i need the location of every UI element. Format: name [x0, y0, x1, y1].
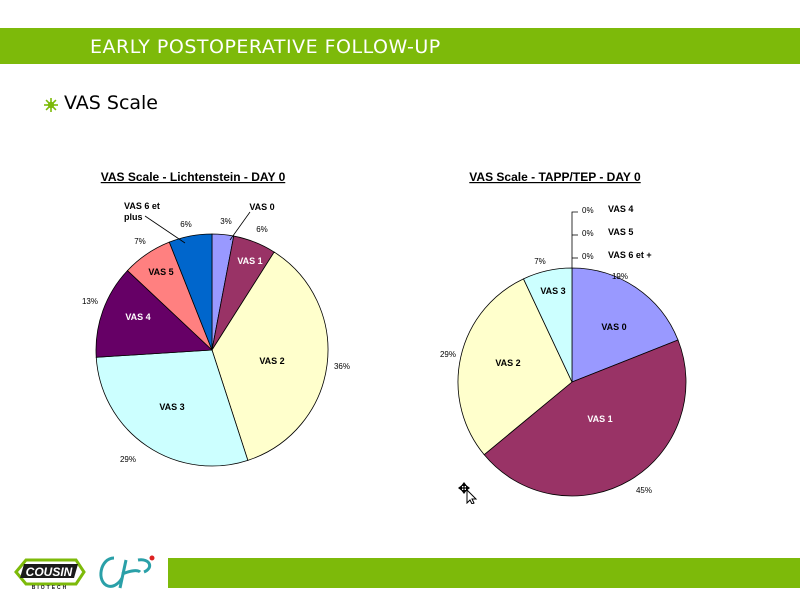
- pie2-slice-vas-2: [457, 278, 573, 456]
- pie1-pct-vas-0: 3%: [220, 217, 232, 226]
- pie1-pct-vas-4: 13%: [82, 297, 98, 306]
- pie2-pct-vas-3: 7%: [534, 257, 546, 266]
- pie1-pct-vas-2: 36%: [334, 362, 350, 371]
- pie1-slice-vas-6-et-plus: [168, 233, 213, 351]
- pie2-slice-vas-1: [483, 339, 687, 497]
- pie1-slice-vas-4: [95, 270, 213, 358]
- pie1-pct-vas-5: 7%: [134, 237, 146, 246]
- pie1-label-vas-4: VAS 4: [125, 312, 150, 322]
- svg-text:BIOTECH: BIOTECH: [32, 585, 69, 590]
- pie1-label-vas-2: VAS 2: [259, 356, 284, 366]
- chart1-pie: VAS 0 3% VAS 1 6% VAS 2 36% VAS 3 29% VAS 4 13% VA…: [82, 201, 350, 467]
- pie1-label-vas-1: VAS 1: [237, 256, 262, 266]
- pie2-pct-vas-5: 0%: [582, 229, 594, 238]
- pie1-slice-vas-2: [211, 251, 329, 461]
- pie2-pct-vas-1: 45%: [636, 486, 652, 495]
- chart2-title: VAS Scale - TAPP/TEP - DAY 0: [469, 170, 641, 184]
- pie1-pct-vas-3: 29%: [120, 455, 136, 464]
- star-bullet-icon: [44, 98, 58, 112]
- pie1-leader-vas-6-et-plus: [144, 215, 186, 244]
- pie2-label-vas-5: VAS 5: [608, 227, 633, 237]
- pie2-pct-vas-4: 0%: [582, 206, 594, 215]
- pie1-pct-vas-1: 6%: [256, 225, 268, 234]
- pie2-pct-vas-6-et: 0%: [582, 252, 594, 261]
- pie2-pct-vas-2: 29%: [440, 350, 456, 359]
- pie1-leader-vas-0: [229, 211, 251, 241]
- pie2-label-vas-6-et: VAS 6 et +: [608, 250, 652, 260]
- pie1-pct-vas-6-et-plus: 6%: [180, 220, 192, 229]
- pie1-slice-vas-3: [95, 349, 249, 467]
- pie2-leader-vas-4: [571, 211, 578, 268]
- page-title: EARLY POSTOPERATIVE FOLLOW-UP: [90, 36, 441, 58]
- pie2-pct-vas-0: 19%: [612, 272, 628, 281]
- pie2-label-vas-2: VAS 2: [495, 358, 520, 368]
- move-cursor-icon: [458, 482, 478, 504]
- svg-text:COUSIN: COUSIN: [26, 565, 73, 579]
- pie1-label-vas-3: VAS 3: [159, 402, 184, 412]
- pie2-slice-vas-0: [571, 267, 679, 383]
- pie2-label-vas-3: VAS 3: [540, 286, 565, 296]
- partner-logo: [99, 555, 155, 589]
- pie1-label-vas-6-et-plus: VAS 6 et plus: [124, 201, 160, 222]
- bullet-vas-scale: VAS Scale: [64, 92, 158, 114]
- cousin-biotech-logo: COUSIN BIOTECH: [14, 558, 86, 590]
- pie2-label-vas-4: VAS 4: [608, 204, 633, 214]
- pie2-label-vas-1: VAS 1: [587, 414, 612, 424]
- pie1-label-vas-5: VAS 5: [148, 267, 173, 277]
- title-bar: [0, 28, 800, 64]
- chart2-pie: VAS 0 19% VAS 1 45% VAS 2 29% VAS 3 7% VAS 4 0% VA…: [440, 204, 687, 497]
- pie1-label-vas-0: VAS 0: [249, 202, 274, 212]
- chart1-title: VAS Scale - Lichtenstein - DAY 0: [101, 170, 286, 184]
- pie2-label-vas-0: VAS 0: [601, 322, 626, 332]
- footer-bar: [168, 558, 800, 588]
